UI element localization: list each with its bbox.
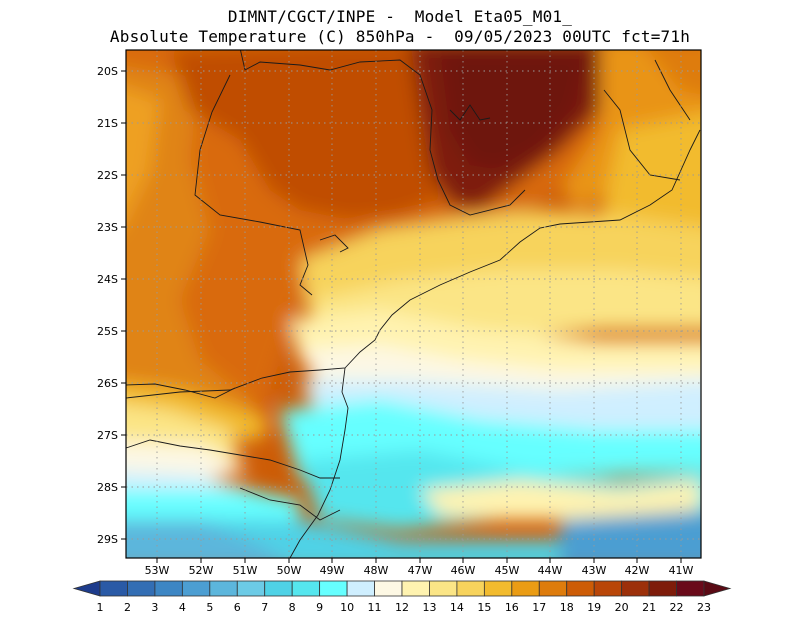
colorbar-segment bbox=[538, 580, 568, 597]
colorbar-label: 6 bbox=[234, 601, 241, 614]
lon-label: 46W bbox=[451, 564, 476, 577]
colorbar-segment bbox=[181, 580, 211, 597]
longitude-labels: 53W 52W 51W 50W 49W 48W 47W 46W 45W 44W … bbox=[145, 564, 694, 577]
lon-label: 52W bbox=[189, 564, 214, 577]
colorbar-segment bbox=[236, 580, 266, 597]
colorbar-label: 19 bbox=[587, 601, 601, 614]
colorbar-label: 3 bbox=[151, 601, 158, 614]
temperature-field bbox=[126, 50, 701, 558]
colorbar-label: 16 bbox=[505, 601, 519, 614]
lon-label: 51W bbox=[233, 564, 258, 577]
colorbar-segment bbox=[648, 580, 677, 597]
lat-label: 28S bbox=[97, 481, 118, 494]
colorbar-label: 11 bbox=[368, 601, 382, 614]
colorbar-label: 23 bbox=[697, 601, 711, 614]
lat-label: 27S bbox=[97, 429, 118, 442]
colorbar-segment bbox=[566, 580, 595, 597]
lon-label: 49W bbox=[320, 564, 345, 577]
lat-label: 23S bbox=[97, 221, 118, 234]
colorbar-label: 13 bbox=[422, 601, 436, 614]
colorbar-segment bbox=[154, 580, 183, 597]
map-title-line-2: Absolute Temperature (C) 850hPa - 09/05/… bbox=[109, 27, 691, 46]
axis-ticks bbox=[121, 70, 682, 563]
latitude-labels: 20S 21S 22S 23S 24S 25S 26S 27S 28S 29S bbox=[97, 65, 118, 546]
colorbar-label: 17 bbox=[532, 601, 546, 614]
colorbar-label: 12 bbox=[395, 601, 409, 614]
lon-label: 41W bbox=[669, 564, 694, 577]
lon-label: 48W bbox=[364, 564, 389, 577]
colorbar-label: 2 bbox=[124, 601, 131, 614]
colorbar-label: 18 bbox=[560, 601, 574, 614]
colorbar: 1 2 3 4 5 6 7 8 9 10 11 12 13 14 15 16 17 18 19 20 21 22 23 bbox=[72, 580, 732, 614]
colorbar-segment bbox=[511, 580, 540, 597]
colorbar-label: 21 bbox=[642, 601, 656, 614]
colorbar-segment bbox=[264, 580, 293, 597]
colorbar-label: 20 bbox=[615, 601, 629, 614]
colorbar-segment bbox=[99, 580, 128, 597]
colorbar-segment bbox=[593, 580, 623, 597]
colorbar-label: 14 bbox=[450, 601, 464, 614]
lon-label: 53W bbox=[145, 564, 170, 577]
lat-label: 29S bbox=[97, 533, 118, 546]
lat-label: 26S bbox=[97, 377, 118, 390]
colorbar-segment bbox=[676, 580, 705, 597]
lon-label: 44W bbox=[538, 564, 563, 577]
lat-label: 25S bbox=[97, 325, 118, 338]
lon-label: 42W bbox=[625, 564, 650, 577]
colorbar-segment bbox=[456, 580, 485, 597]
colorbar-label: 22 bbox=[670, 601, 684, 614]
colorbar-label: 10 bbox=[340, 601, 354, 614]
colorbar-label: 9 bbox=[316, 601, 323, 614]
lat-label: 21S bbox=[97, 117, 118, 130]
lon-label: 47W bbox=[408, 564, 433, 577]
colorbar-label: 15 bbox=[477, 601, 491, 614]
colorbar-label: 8 bbox=[289, 601, 296, 614]
lat-label: 24S bbox=[97, 273, 118, 286]
colorbar-segment bbox=[209, 580, 238, 597]
colorbar-segment bbox=[291, 580, 321, 597]
colorbar-left-arrow bbox=[72, 580, 101, 597]
coastline-borders bbox=[126, 50, 701, 558]
colorbar-right-arrow bbox=[703, 580, 732, 597]
colorbar-label: 1 bbox=[97, 601, 104, 614]
colorbar-label: 7 bbox=[261, 601, 268, 614]
colorbar-segment bbox=[346, 580, 375, 597]
lat-label: 20S bbox=[97, 65, 118, 78]
map-frame bbox=[125, 49, 702, 559]
colorbar-segment bbox=[319, 580, 348, 597]
map-title-line-1: DIMNT/CGCT/INPE - Model Eta05_M01_ bbox=[227, 7, 573, 26]
colorbar-segment bbox=[127, 580, 156, 597]
lat-label: 22S bbox=[97, 169, 118, 182]
gridlines bbox=[126, 50, 701, 558]
colorbar-segment bbox=[621, 580, 650, 597]
lon-label: 50W bbox=[277, 564, 302, 577]
lon-label: 45W bbox=[495, 564, 520, 577]
colorbar-segment bbox=[483, 580, 513, 597]
colorbar-segment bbox=[401, 580, 430, 597]
colorbar-label: 5 bbox=[206, 601, 213, 614]
colorbar-segment bbox=[374, 580, 403, 597]
lon-label: 43W bbox=[582, 564, 607, 577]
colorbar-label: 4 bbox=[179, 601, 186, 614]
colorbar-segment bbox=[429, 580, 458, 597]
